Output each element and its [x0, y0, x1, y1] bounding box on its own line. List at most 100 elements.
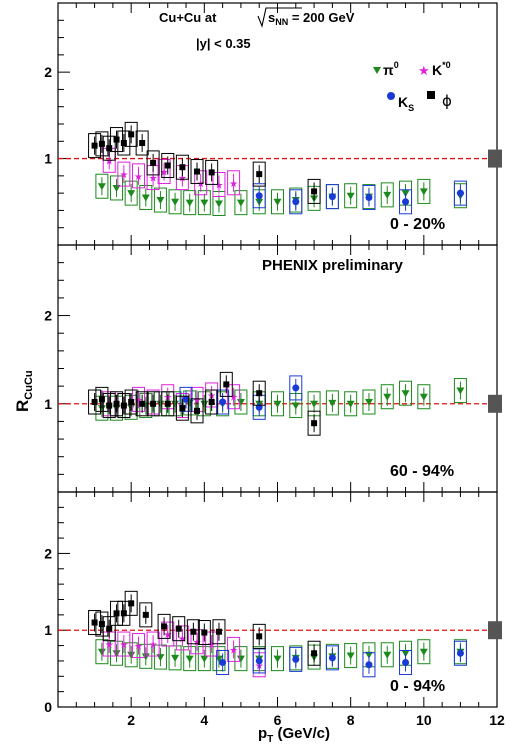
phi-point — [256, 171, 263, 178]
phi-point — [215, 628, 222, 635]
systematic-box — [344, 643, 358, 669]
legend: π0 ★ K*0 KS ϕ — [373, 60, 452, 113]
pi0-point — [310, 400, 319, 408]
systematic-box — [252, 380, 266, 406]
phi-point — [139, 400, 146, 407]
kstar-point: ★ — [163, 630, 172, 641]
systematic-box — [325, 184, 339, 210]
systematic-box — [95, 611, 109, 637]
pi0-point — [273, 400, 282, 408]
phi-point — [208, 169, 215, 176]
svg-text:K*0: K*0 — [432, 60, 451, 78]
systematic-box — [124, 180, 138, 206]
systematic-box — [190, 398, 204, 424]
kstar-point: ★ — [207, 640, 216, 651]
systematic-box — [219, 371, 233, 397]
systematic-box — [110, 640, 124, 666]
systematic-box — [271, 646, 284, 672]
kstar-point: ★ — [149, 174, 158, 185]
kstar-point: ★ — [134, 642, 143, 653]
legend-kstar: ★ K*0 — [418, 60, 451, 78]
phi-point — [98, 621, 105, 628]
systematic-box — [399, 189, 413, 215]
systematic-box — [157, 613, 171, 639]
systematic-box — [289, 646, 303, 672]
phi-point — [139, 140, 146, 147]
pi0-point — [112, 650, 121, 658]
systematic-box — [453, 180, 467, 206]
systematic-box — [168, 645, 182, 671]
x-axis-label: pT (GeV/c) — [258, 725, 330, 745]
systematic-box — [325, 645, 339, 671]
systematic-box — [135, 391, 149, 417]
pi0-point — [156, 197, 165, 205]
systematic-box — [380, 384, 394, 410]
systematic-box — [153, 644, 167, 670]
ks-point — [328, 654, 336, 662]
ks-point — [292, 384, 300, 392]
kstar-point: ★ — [105, 156, 114, 167]
systematic-box — [135, 130, 149, 156]
kstar-point: ★ — [105, 640, 114, 651]
y-tick-label: 2 — [44, 545, 52, 561]
systematic-box — [183, 390, 197, 416]
pi0-point — [419, 188, 428, 196]
systematic-box — [325, 390, 339, 416]
systematic-box — [139, 602, 153, 628]
systematic-box — [271, 189, 284, 215]
pi0-point — [141, 653, 150, 661]
systematic-box — [252, 623, 266, 649]
systematic-box — [95, 386, 109, 412]
systematic-box — [216, 389, 230, 415]
pi0-point — [346, 192, 355, 200]
legend-ks-marker — [387, 92, 395, 100]
legend-ks-label: K — [398, 94, 408, 110]
systematic-box — [139, 184, 153, 210]
kstar-point: ★ — [196, 179, 205, 190]
systematic-box — [399, 380, 413, 406]
kstar-point: ★ — [119, 640, 128, 651]
phi-point — [120, 610, 127, 617]
systematic-box — [157, 159, 171, 185]
y-axis-label: RCuCu — [13, 370, 35, 412]
phi-point — [208, 399, 215, 406]
systematic-box — [289, 189, 303, 215]
panels: 12★★★★★★★★★0 - 20%12★★★★★★★★★60 - 94%012… — [44, 2, 505, 728]
systematic-box — [186, 619, 200, 645]
systematic-box — [110, 127, 124, 153]
systematic-box — [146, 150, 160, 176]
kstar-point: ★ — [134, 395, 143, 406]
systematic-box — [183, 190, 197, 216]
systematic-box — [205, 389, 219, 415]
pi0-point — [383, 651, 392, 659]
pi0-point — [364, 651, 373, 659]
header-energy: sNN = 200 GeV — [268, 10, 355, 27]
systematic-box — [95, 131, 109, 157]
pi0-point — [273, 655, 282, 663]
systematic-box — [124, 590, 138, 616]
pi0-point — [97, 648, 106, 656]
ks-point — [365, 661, 373, 669]
phi-point — [120, 402, 127, 409]
phi-point — [113, 136, 120, 143]
phi-point — [150, 400, 157, 407]
legend-pi0-label: π — [383, 62, 394, 78]
phi-point — [223, 381, 230, 388]
pi0-point — [200, 199, 209, 207]
x-tick-label: 2 — [127, 712, 135, 728]
systematic-box — [153, 187, 167, 213]
systematic-box — [197, 646, 211, 672]
systematic-box — [234, 389, 248, 415]
phi-point — [164, 400, 171, 407]
systematic-box — [117, 130, 131, 156]
svg-text:KS: KS — [398, 94, 414, 113]
ks-point — [182, 395, 190, 403]
pi0-point — [273, 198, 282, 206]
phi-point — [142, 611, 149, 618]
systematic-box — [179, 386, 193, 412]
phi-point — [128, 131, 135, 138]
systematic-box — [417, 178, 431, 204]
systematic-box — [362, 184, 376, 210]
systematic-box — [344, 183, 358, 209]
phi-point — [311, 650, 318, 657]
